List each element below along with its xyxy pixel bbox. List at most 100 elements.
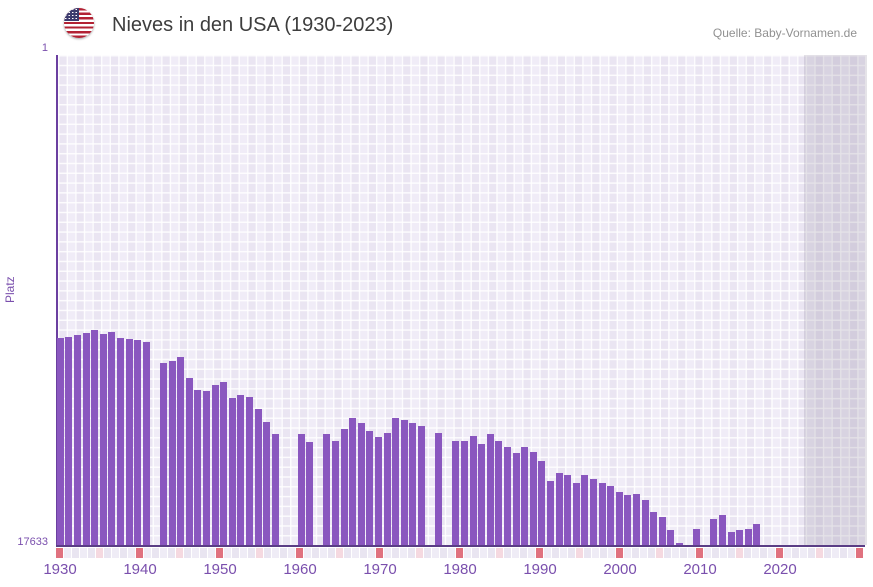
bar-year-1984[interactable] [521, 447, 529, 545]
bar-year-1934[interactable] [91, 329, 99, 545]
bar-year-2000[interactable] [658, 516, 666, 545]
bar-year-1998[interactable] [641, 499, 649, 545]
bar-year-1987[interactable] [547, 481, 554, 545]
bar-year-1952[interactable] [246, 397, 253, 545]
year-tick [408, 548, 415, 558]
bar-year-1961[interactable] [323, 434, 331, 545]
year-tick [96, 548, 103, 558]
bar-year-2007[interactable] [719, 514, 726, 545]
bar-year-1930[interactable] [56, 337, 64, 545]
bar-year-1981[interactable] [495, 440, 503, 545]
bar-year-1995[interactable] [615, 491, 623, 545]
bar-year-1948[interactable] [211, 384, 219, 545]
decade-tick-1950 [216, 548, 223, 558]
bar-year-2001[interactable] [667, 529, 675, 545]
bar-year-1965[interactable] [357, 422, 365, 545]
decade-tick-2020 [776, 548, 783, 558]
x-axis-label-1990: 1990 [523, 561, 557, 578]
x-axis-label-2010: 2010 [683, 561, 717, 578]
bar-year-1936[interactable] [108, 332, 116, 545]
bar-year-1991[interactable] [581, 474, 589, 545]
year-tick [768, 548, 775, 558]
bar-year-1955[interactable] [271, 434, 279, 545]
bar-year-2010[interactable] [744, 529, 752, 545]
year-tick [800, 548, 807, 558]
bar-year-2002[interactable] [676, 543, 683, 545]
bar-year-1937[interactable] [117, 337, 124, 545]
bar-year-1959[interactable] [306, 441, 314, 545]
bar-year-1963[interactable] [340, 429, 348, 545]
year-tick [712, 548, 719, 558]
bar-year-1945[interactable] [185, 377, 193, 545]
decade-tick-2000 [616, 548, 623, 558]
year-tick [384, 548, 391, 558]
x-axis-label-2020: 2020 [763, 561, 797, 578]
bar-year-1931[interactable] [65, 336, 73, 545]
bar-year-1947[interactable] [203, 391, 210, 545]
year-tick [448, 548, 455, 558]
bar-year-2006[interactable] [710, 519, 718, 545]
bar-year-2009[interactable] [736, 529, 744, 545]
bar-year-1986[interactable] [538, 460, 546, 545]
bar-year-1943[interactable] [168, 360, 176, 545]
year-tick [248, 548, 255, 558]
bar-year-1974[interactable] [435, 432, 443, 545]
x-axis-label-1940: 1940 [123, 561, 157, 578]
bar-year-1969[interactable] [392, 417, 400, 545]
bar-year-1971[interactable] [409, 422, 417, 545]
bar-year-1970[interactable] [400, 419, 408, 545]
source-link[interactable]: Quelle: Baby-Vornamen.de [712, 26, 857, 40]
bar-year-1951[interactable] [237, 394, 245, 545]
year-tick [192, 548, 199, 558]
bar-year-1967[interactable] [375, 436, 382, 545]
bar-year-1942[interactable] [160, 362, 167, 545]
bar-year-2008[interactable] [727, 531, 735, 545]
bar-year-1968[interactable] [383, 432, 391, 545]
bar-year-1978[interactable] [469, 436, 477, 545]
bar-year-1958[interactable] [297, 434, 305, 545]
bar-year-1979[interactable] [478, 444, 486, 545]
bar-year-1954[interactable] [263, 421, 271, 545]
bar-year-1989[interactable] [564, 474, 572, 545]
bar-year-1939[interactable] [134, 340, 142, 545]
bar-year-2004[interactable] [693, 529, 701, 545]
year-tick [320, 548, 327, 558]
bar-year-1990[interactable] [572, 483, 580, 545]
bar-year-1950[interactable] [228, 397, 236, 545]
year-tick [760, 548, 767, 558]
bar-year-1993[interactable] [598, 482, 606, 545]
year-tick [568, 548, 575, 558]
bar-year-1982[interactable] [504, 446, 511, 545]
bar-year-1992[interactable] [590, 479, 597, 545]
bar-year-1996[interactable] [624, 494, 632, 545]
year-tick [312, 548, 319, 558]
bar-year-2011[interactable] [753, 524, 761, 545]
bar-year-1997[interactable] [633, 494, 640, 545]
bar-year-1946[interactable] [194, 389, 202, 545]
bar-year-1980[interactable] [486, 434, 494, 545]
bar-year-1940[interactable] [142, 342, 150, 545]
bar-year-1999[interactable] [650, 511, 658, 545]
bar-year-1953[interactable] [254, 409, 262, 545]
bar-year-1988[interactable] [555, 472, 563, 545]
bar-year-1994[interactable] [607, 486, 615, 545]
year-tick [80, 548, 87, 558]
bar-year-1938[interactable] [125, 339, 133, 545]
bar-year-1932[interactable] [74, 334, 81, 545]
year-tick [688, 548, 695, 558]
bar-year-1962[interactable] [332, 441, 339, 545]
bar-year-1949[interactable] [220, 382, 228, 545]
bar-year-1964[interactable] [349, 417, 357, 545]
year-tick [680, 548, 687, 558]
bar-year-1944[interactable] [177, 357, 185, 545]
y-axis-bottom-tick: 17633 [17, 536, 48, 548]
bar-year-1977[interactable] [461, 440, 468, 545]
bar-year-1985[interactable] [529, 451, 537, 545]
bar-year-1935[interactable] [99, 334, 107, 545]
bar-year-1972[interactable] [418, 426, 425, 545]
bar-year-1983[interactable] [512, 453, 520, 545]
bar-year-1976[interactable] [452, 441, 460, 545]
bar-year-1933[interactable] [82, 332, 90, 545]
bar-year-1966[interactable] [366, 431, 374, 545]
year-tick [840, 548, 847, 558]
